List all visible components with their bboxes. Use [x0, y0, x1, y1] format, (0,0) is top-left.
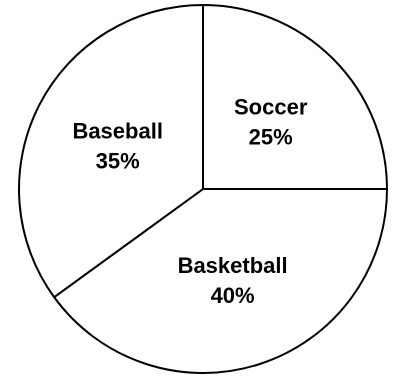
slice-value-baseball: 35% — [96, 149, 140, 174]
slice-label-baseball: Baseball — [72, 119, 163, 144]
slices-layer — [18, 4, 388, 374]
slice-label-soccer: Soccer — [234, 94, 308, 119]
pie-slice-baseball — [18, 4, 204, 299]
pie-slice-soccer — [202, 4, 388, 190]
slice-value-basketball: 40% — [211, 283, 255, 308]
labels-layer: Soccer 25% Basketball 40% Baseball 35% — [72, 94, 307, 308]
slice-value-soccer: 25% — [249, 124, 293, 149]
pie-slice-basketball — [53, 188, 388, 374]
slice-label-basketball: Basketball — [178, 253, 288, 278]
